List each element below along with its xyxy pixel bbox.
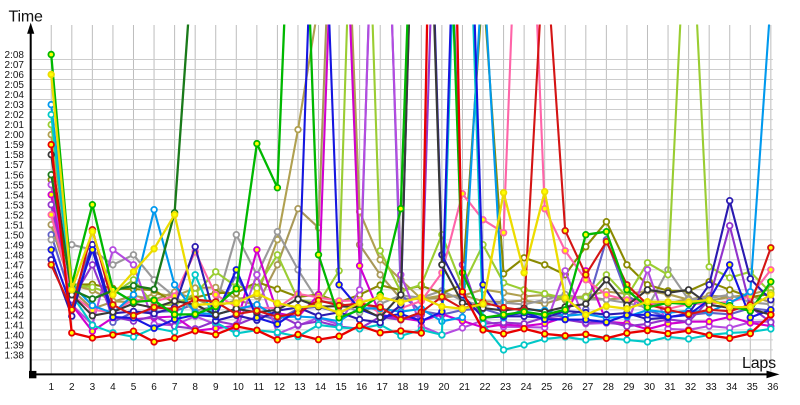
svg-text:2:01: 2:01 <box>5 120 25 131</box>
svg-text:17: 17 <box>377 382 389 393</box>
svg-text:1:51: 1:51 <box>5 220 25 231</box>
svg-text:Laps: Laps <box>742 355 776 372</box>
svg-text:20: 20 <box>438 382 450 393</box>
svg-text:36: 36 <box>767 382 779 393</box>
svg-text:4: 4 <box>110 382 116 393</box>
svg-text:26: 26 <box>562 382 574 393</box>
svg-text:25: 25 <box>541 382 553 393</box>
svg-text:3: 3 <box>90 382 96 393</box>
svg-text:1:58: 1:58 <box>5 150 25 161</box>
svg-text:28: 28 <box>603 382 615 393</box>
svg-text:34: 34 <box>726 382 738 393</box>
svg-text:2:08: 2:08 <box>5 50 25 61</box>
svg-text:15: 15 <box>336 382 348 393</box>
svg-text:16: 16 <box>356 382 368 393</box>
svg-text:1:54: 1:54 <box>5 190 25 201</box>
svg-text:1:44: 1:44 <box>5 290 25 301</box>
svg-text:7: 7 <box>172 382 178 393</box>
svg-text:1:47: 1:47 <box>5 260 25 271</box>
svg-text:10: 10 <box>233 382 245 393</box>
svg-text:1:42: 1:42 <box>5 310 25 321</box>
svg-text:2:03: 2:03 <box>5 100 25 111</box>
svg-text:Time: Time <box>9 9 43 26</box>
svg-text:1:46: 1:46 <box>5 270 25 281</box>
svg-text:2:05: 2:05 <box>5 80 25 91</box>
svg-text:2:06: 2:06 <box>5 70 25 81</box>
svg-text:31: 31 <box>664 382 676 393</box>
svg-text:24: 24 <box>521 382 533 393</box>
svg-text:1:39: 1:39 <box>5 340 25 351</box>
svg-text:9: 9 <box>213 382 219 393</box>
svg-text:1:41: 1:41 <box>5 320 25 331</box>
svg-text:8: 8 <box>192 382 198 393</box>
svg-text:1:45: 1:45 <box>5 280 25 291</box>
svg-text:1:52: 1:52 <box>5 210 25 221</box>
svg-text:1:48: 1:48 <box>5 250 25 261</box>
svg-text:1:55: 1:55 <box>5 180 25 191</box>
svg-text:1:59: 1:59 <box>5 140 25 151</box>
svg-text:1:43: 1:43 <box>5 300 25 311</box>
svg-text:21: 21 <box>459 382 471 393</box>
svg-text:1:50: 1:50 <box>5 230 25 241</box>
svg-text:23: 23 <box>500 382 512 393</box>
svg-text:1:57: 1:57 <box>5 160 25 171</box>
svg-text:6: 6 <box>151 382 157 393</box>
svg-text:35: 35 <box>747 382 759 393</box>
svg-text:2:04: 2:04 <box>5 90 25 101</box>
svg-text:11: 11 <box>254 382 265 393</box>
svg-text:30: 30 <box>644 382 656 393</box>
svg-text:12: 12 <box>274 382 286 393</box>
svg-text:27: 27 <box>582 382 594 393</box>
svg-text:29: 29 <box>623 382 635 393</box>
svg-text:1:53: 1:53 <box>5 200 25 211</box>
svg-text:2:00: 2:00 <box>5 130 25 141</box>
svg-text:33: 33 <box>706 382 718 393</box>
svg-text:22: 22 <box>479 382 491 393</box>
svg-text:1:38: 1:38 <box>5 350 25 361</box>
svg-text:19: 19 <box>418 382 430 393</box>
svg-text:5: 5 <box>131 382 137 393</box>
svg-text:13: 13 <box>294 382 306 393</box>
svg-text:14: 14 <box>315 382 327 393</box>
svg-text:2:02: 2:02 <box>5 110 25 121</box>
svg-text:1:49: 1:49 <box>5 240 25 251</box>
svg-text:18: 18 <box>397 382 409 393</box>
svg-text:2:07: 2:07 <box>5 60 25 71</box>
svg-text:32: 32 <box>685 382 697 393</box>
svg-text:1:40: 1:40 <box>5 330 25 341</box>
svg-text:2: 2 <box>69 382 75 393</box>
svg-text:1: 1 <box>48 382 54 393</box>
svg-text:1:56: 1:56 <box>5 170 25 181</box>
